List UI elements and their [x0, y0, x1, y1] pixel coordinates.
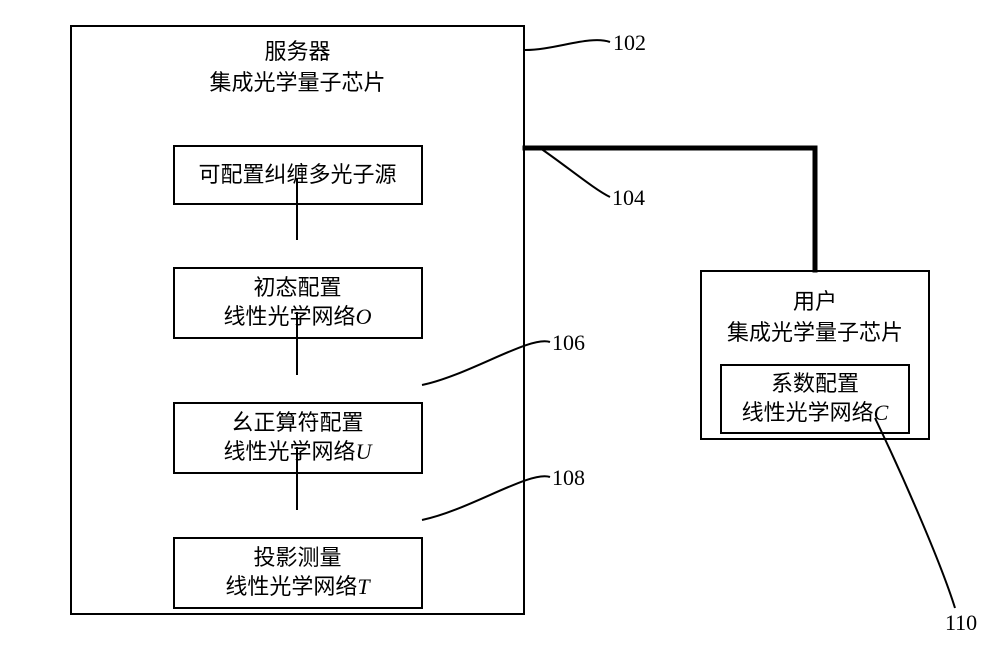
- server-title-line1: 服务器: [209, 37, 385, 68]
- ref-108: 108: [552, 465, 585, 491]
- box-108-line2: 线性光学网络T: [225, 573, 369, 602]
- ref-102: 102: [613, 30, 646, 56]
- box-108: 投影测量 线性光学网络T: [173, 537, 423, 609]
- ref-106: 106: [552, 330, 585, 356]
- box-104: 初态配置 线性光学网络O: [173, 267, 423, 339]
- box-104-line2-prefix: 线性光学网络: [224, 304, 356, 329]
- leader-102: [525, 40, 610, 50]
- box-110-line2-prefix: 线性光学网络: [742, 400, 874, 425]
- box-106-var: U: [356, 439, 372, 464]
- box-108-var: T: [357, 574, 369, 599]
- user-title: 用户 集成光学量子芯片: [727, 287, 903, 349]
- user-title-line2: 集成光学量子芯片: [727, 318, 903, 349]
- box-104-line1: 初态配置: [253, 274, 341, 303]
- box-108-line2-prefix: 线性光学网络: [225, 574, 357, 599]
- ref-110: 110: [945, 610, 977, 636]
- user-chip-box: 用户 集成光学量子芯片 系数配置 线性光学网络C: [700, 270, 930, 440]
- box-104-line2: 线性光学网络O: [224, 303, 372, 332]
- leader-104: [540, 148, 610, 197]
- user-title-line1: 用户: [727, 287, 903, 318]
- box-106-line2-prefix: 线性光学网络: [224, 439, 356, 464]
- ref-104: 104: [612, 185, 645, 211]
- leader-110: [875, 418, 955, 608]
- box-106-line1: 幺正算符配置: [231, 409, 363, 438]
- box-110-line2: 线性光学网络C: [742, 399, 889, 428]
- box-110-line1: 系数配置: [771, 370, 859, 399]
- server-title: 服务器 集成光学量子芯片: [209, 37, 385, 99]
- box-102: 可配置纠缠多光子源: [173, 145, 423, 205]
- box-108-line1: 投影测量: [253, 544, 341, 573]
- box-102-line1: 可配置纠缠多光子源: [198, 161, 396, 190]
- server-user-link: [525, 148, 815, 270]
- box-106-line2: 线性光学网络U: [224, 438, 372, 467]
- box-106: 幺正算符配置 线性光学网络U: [173, 402, 423, 474]
- server-chip-box: 服务器 集成光学量子芯片 可配置纠缠多光子源 初态配置 线性光学网络O 幺正算符…: [70, 25, 525, 615]
- box-104-var: O: [356, 304, 372, 329]
- box-110-var: C: [874, 400, 889, 425]
- server-title-line2: 集成光学量子芯片: [209, 68, 385, 99]
- box-110: 系数配置 线性光学网络C: [720, 364, 910, 434]
